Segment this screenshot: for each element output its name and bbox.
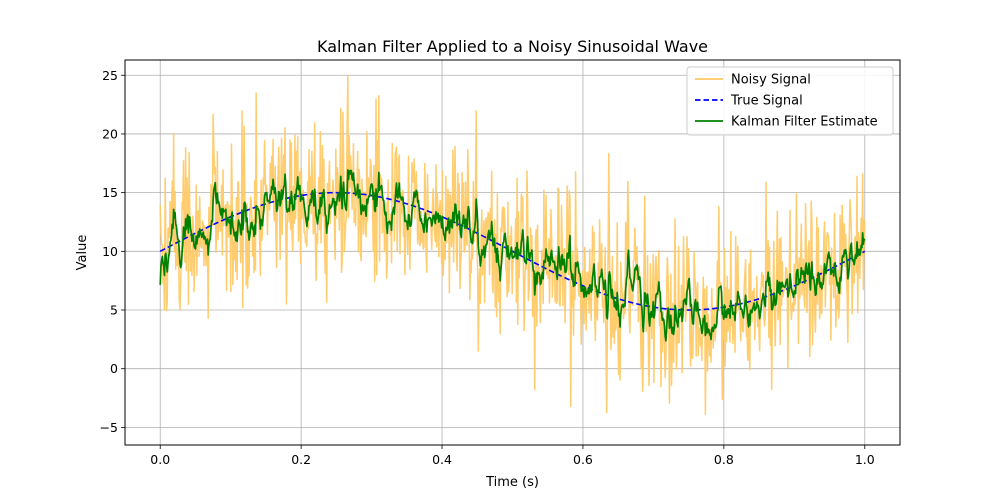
x-tick-label: 0.2	[291, 452, 311, 467]
x-tick-label: 1.0	[855, 452, 875, 467]
y-tick-label: −5	[100, 420, 118, 435]
plot-frame	[124, 59, 901, 446]
x-tick-label: 0.6	[573, 452, 593, 467]
y-tick-label: 25	[102, 68, 118, 83]
legend: Noisy Signal True Signal Kalman Filter Est…	[686, 66, 894, 136]
axes-ticks: 0.0 0.2 0.4 0.6 0.8 1.0 −5 0 5 10 15 20 25	[100, 68, 875, 467]
y-tick-label: 5	[110, 303, 118, 318]
chart-title: Kalman Filter Applied to a Noisy Sinusoi…	[317, 37, 708, 56]
y-tick-label: 15	[102, 185, 118, 200]
series-kalman-estimate-line	[159, 169, 866, 342]
y-tick-label: 0	[110, 361, 118, 376]
y-tick-label: 10	[102, 244, 118, 259]
plot-area	[159, 75, 866, 416]
x-tick-label: 0.8	[714, 452, 734, 467]
legend-label: Kalman Filter Estimate	[731, 115, 878, 130]
x-axis-label: Time (s)	[485, 475, 539, 490]
y-axis-label: Value	[75, 235, 90, 271]
legend-label: True Signal	[730, 94, 803, 109]
x-tick-label: 0.4	[432, 452, 452, 467]
series-noisy-signal-line	[159, 75, 866, 416]
y-tick-label: 20	[102, 126, 118, 141]
legend-box	[686, 66, 894, 136]
legend-label: Noisy Signal	[731, 73, 811, 88]
x-tick-label: 0.0	[150, 452, 170, 467]
